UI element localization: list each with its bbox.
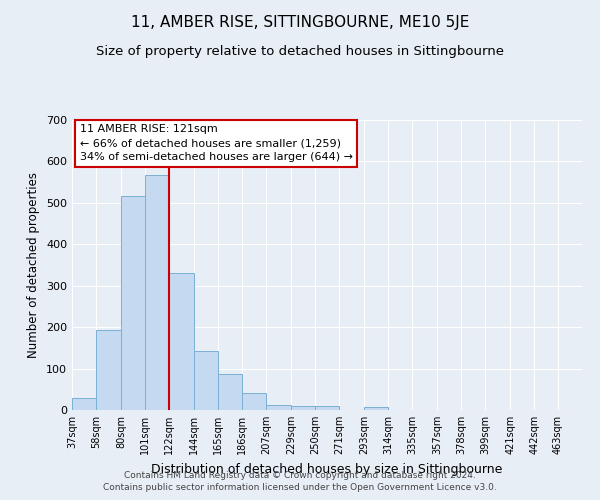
Bar [194,351,218,410]
Bar [364,406,388,410]
Text: 11 AMBER RISE: 121sqm
← 66% of detached houses are smaller (1,259)
34% of semi-d: 11 AMBER RISE: 121sqm ← 66% of detached … [80,124,353,162]
Y-axis label: Number of detached properties: Number of detached properties [28,172,40,358]
Bar [266,405,291,410]
Bar [242,392,266,410]
Bar [145,175,169,410]
Bar [121,196,145,410]
X-axis label: Distribution of detached houses by size in Sittingbourne: Distribution of detached houses by size … [151,462,503,475]
Bar [169,274,194,410]
Text: Size of property relative to detached houses in Sittingbourne: Size of property relative to detached ho… [96,45,504,58]
Bar [291,406,315,410]
Text: Contains HM Land Registry data © Crown copyright and database right 2024.: Contains HM Land Registry data © Crown c… [124,471,476,480]
Text: Contains public sector information licensed under the Open Government Licence v3: Contains public sector information licen… [103,484,497,492]
Text: 11, AMBER RISE, SITTINGBOURNE, ME10 5JE: 11, AMBER RISE, SITTINGBOURNE, ME10 5JE [131,15,469,30]
Bar [72,398,96,410]
Bar [315,406,339,410]
Bar [218,374,242,410]
Bar [96,330,121,410]
